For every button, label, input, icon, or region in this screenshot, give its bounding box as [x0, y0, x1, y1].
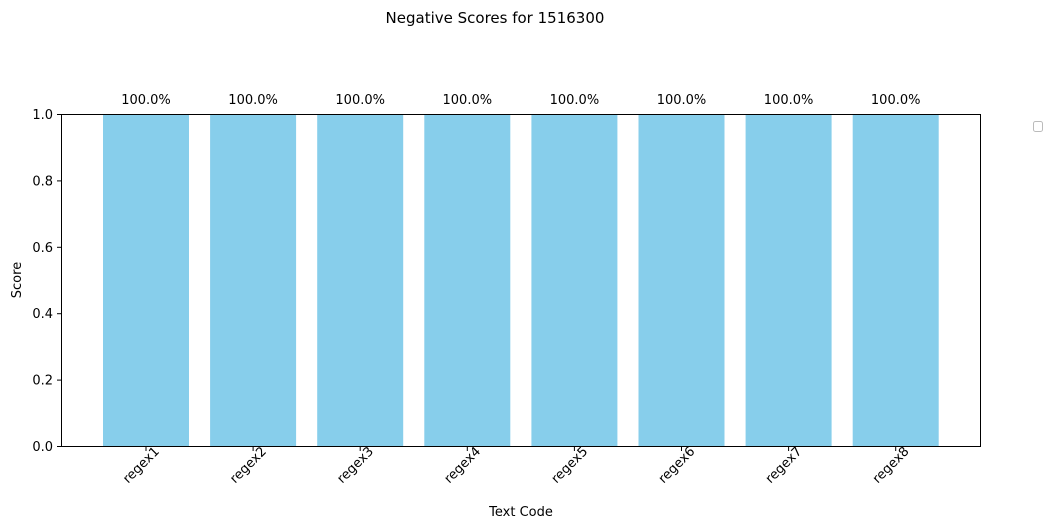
bar-regex8 [852, 114, 939, 446]
x-axis-label: Text Code [488, 505, 553, 520]
y-axis-label: Score [10, 262, 25, 298]
data-label-regex5: 100.0% [550, 93, 600, 108]
data-label-regex3: 100.0% [335, 93, 385, 108]
y-tick-label-0: 0.0 [32, 440, 53, 455]
data-label-regex2: 100.0% [228, 93, 278, 108]
data-label-regex8: 100.0% [871, 93, 921, 108]
data-label-regex7: 100.0% [764, 93, 814, 108]
y-tick-label-1: 0.2 [32, 374, 53, 389]
x-axis: regex1 regex2 regex3 regex4 regex5 regex6 rege… [120, 444, 912, 486]
bar-regex2 [210, 114, 297, 446]
bar-regex5 [531, 114, 618, 446]
data-label-regex4: 100.0% [443, 93, 493, 108]
data-label-regex1: 100.0% [121, 93, 171, 108]
x-tick-label-regex5: regex5 [549, 444, 591, 486]
bar-regex7 [745, 114, 832, 446]
data-label-regex6: 100.0% [657, 93, 707, 108]
bar-regex6 [638, 114, 725, 446]
chart-title: Negative Scores for 1516300 [386, 9, 605, 27]
plot-frame [61, 114, 981, 447]
y-tick-label-2: 0.4 [32, 307, 53, 322]
legend-box [1033, 121, 1043, 132]
x-tick-label-regex1: regex1 [120, 444, 162, 486]
x-tick-label-regex8: regex8 [870, 444, 912, 486]
x-tick-label-regex4: regex4 [442, 444, 484, 486]
bar-labels-group: 100.0% 100.0% 100.0% 100.0% 100.0% 100.0% 100.… [121, 93, 920, 108]
bar-regex1 [103, 114, 189, 446]
bar-regex3 [317, 114, 404, 446]
x-tick-label-regex2: regex2 [227, 444, 269, 486]
x-tick-label-regex7: regex7 [763, 444, 805, 486]
x-tick-label-regex3: regex3 [334, 444, 376, 486]
y-tick-label-5: 1.0 [32, 108, 53, 123]
bar-regex4 [424, 114, 511, 446]
y-tick-label-4: 0.8 [32, 174, 53, 189]
y-axis: 0.0 0.2 0.4 0.6 0.8 1.0 [32, 108, 62, 455]
x-tick-label-regex6: regex6 [656, 444, 698, 486]
y-tick-label-3: 0.6 [32, 241, 53, 256]
bars-group [103, 114, 939, 446]
